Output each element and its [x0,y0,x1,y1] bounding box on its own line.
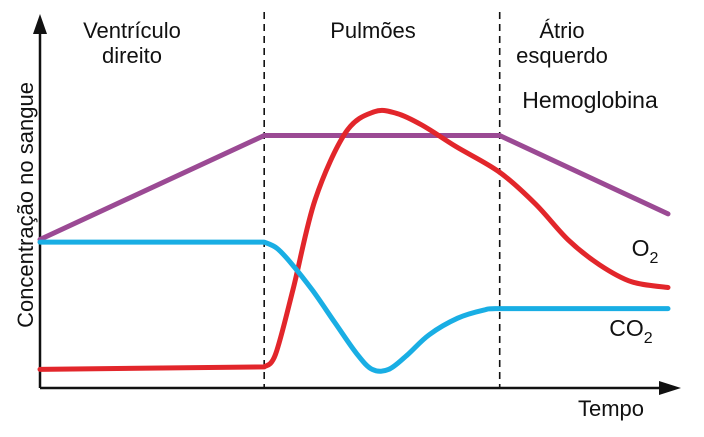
series-label-o2: O2 [632,235,659,267]
region-label-1: Ventrículo direito [83,18,181,68]
region-label-3: Átrio esquerdo [516,18,608,68]
y-axis-label: Concentração no sangue [13,82,38,328]
series-line-co2 [37,239,671,374]
series-label-hemoglobina: Hemoglobina [522,87,658,113]
y-axis-arrowhead [33,14,47,34]
series-line-hemoglobina [37,133,671,242]
x-axis-arrowhead [659,381,681,395]
x-axis-label: Tempo [578,396,644,421]
region-label-2: Pulmões [330,18,416,43]
series-line-o2 [37,107,671,372]
series-label-co2: CO2 [609,315,653,347]
